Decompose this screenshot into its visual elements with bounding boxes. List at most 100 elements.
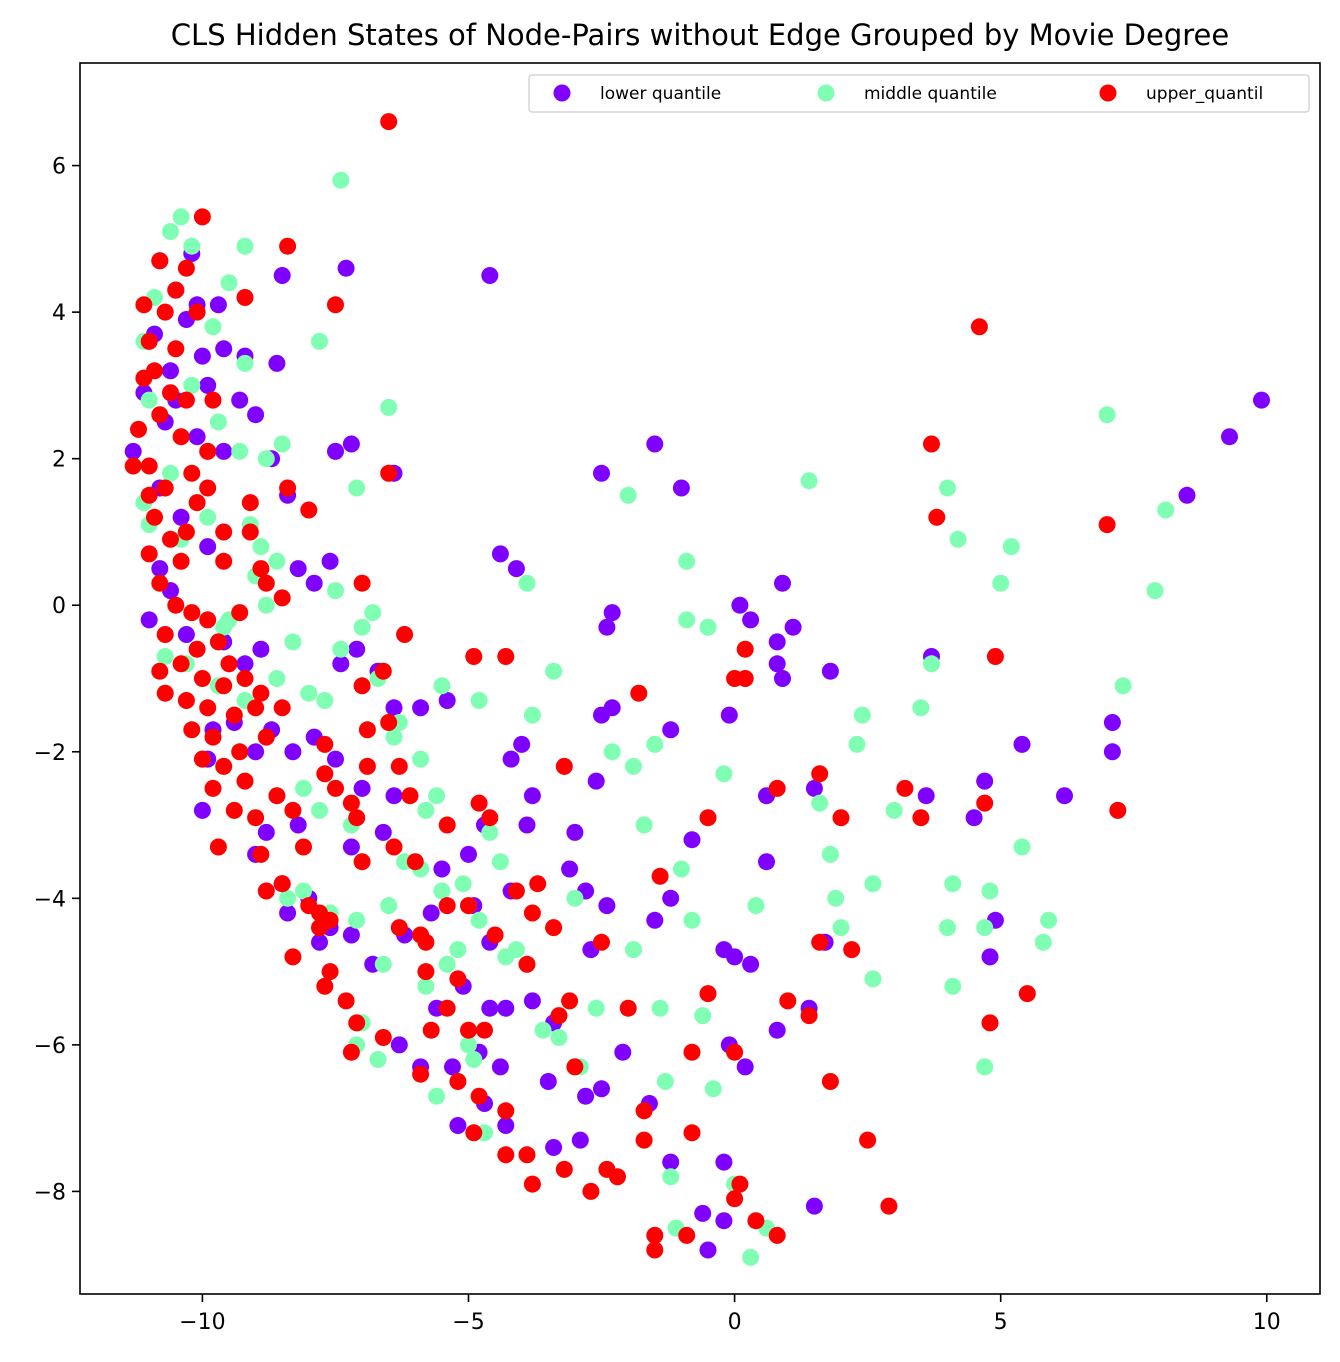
scatter-point [747, 897, 765, 915]
scatter-point [332, 171, 350, 189]
scatter-point [460, 1021, 477, 1039]
scatter-point [199, 508, 217, 526]
scatter-point [646, 1226, 664, 1244]
scatter-point [747, 1212, 765, 1230]
scatter-point [204, 779, 222, 797]
scatter-point [923, 655, 940, 673]
scatter-point [736, 640, 754, 658]
scatter-point [545, 1139, 563, 1156]
scatter-point [167, 281, 185, 299]
scatter-point [944, 875, 962, 893]
scatter-point [555, 757, 573, 775]
scatter-point [140, 486, 158, 504]
scatter-point [715, 1212, 733, 1230]
scatter-point [976, 1058, 994, 1076]
scatter-point [864, 875, 882, 893]
scatter-point [885, 801, 903, 819]
scatter-point [390, 1036, 408, 1054]
scatter-point [151, 406, 169, 424]
scatter-point [593, 464, 610, 482]
scatter-point [172, 655, 190, 673]
scatter-point [800, 1007, 818, 1025]
scatter-point [236, 237, 254, 255]
scatter-point [385, 699, 403, 717]
scatter-point [491, 853, 509, 871]
scatter-point [300, 501, 318, 519]
y-tick-label: 2 [52, 448, 66, 473]
scatter-point [497, 999, 515, 1017]
scatter-point [412, 926, 430, 944]
scatter-point [811, 933, 829, 951]
scatter-point [183, 376, 201, 394]
x-tick-label: 5 [994, 1310, 1008, 1335]
scatter-point [912, 809, 930, 827]
scatter-point [247, 809, 265, 827]
scatter-point [156, 626, 174, 643]
scatter-point [672, 860, 690, 878]
scatter-point [327, 779, 344, 797]
scatter-point [545, 919, 563, 937]
scatter-point [635, 1102, 653, 1120]
scatter-point [518, 1146, 536, 1164]
scatter-point [433, 677, 451, 695]
scatter-point [465, 1124, 483, 1142]
scatter-point [646, 911, 664, 929]
scatter-point [465, 648, 483, 665]
scatter-point [662, 721, 680, 739]
scatter-point [646, 1241, 664, 1259]
scatter-point [311, 933, 328, 951]
scatter-point [928, 508, 946, 526]
scatter-point [662, 889, 680, 907]
scatter-point [316, 692, 334, 709]
scatter-point [774, 670, 791, 687]
scatter-point [625, 941, 642, 959]
scatter-point [853, 706, 871, 724]
scatter-point [151, 252, 169, 270]
scatter-point [348, 809, 366, 827]
scatter-point [976, 794, 994, 812]
scatter-point [268, 787, 286, 805]
scatter-point [284, 948, 302, 966]
scatter-point [279, 889, 297, 907]
scatter-point [289, 560, 307, 578]
scatter-point [497, 1117, 515, 1134]
scatter-point [252, 538, 270, 556]
scatter-point [1109, 801, 1127, 819]
scatter-point [321, 963, 339, 981]
scatter-point [374, 662, 392, 680]
scatter-point [545, 662, 563, 680]
scatter-point [699, 1241, 717, 1259]
scatter-point [470, 794, 488, 812]
scatter-point [561, 992, 579, 1010]
scatter-point [257, 728, 275, 746]
scatter-point [140, 457, 158, 475]
scatter-point [571, 1131, 589, 1149]
scatter-point [859, 1131, 877, 1149]
scatter-point [342, 1043, 360, 1061]
scatter-point [332, 655, 350, 673]
scatter-point [646, 735, 664, 753]
scatter-point [784, 618, 802, 636]
scatter-point [449, 1073, 467, 1090]
scatter-point [390, 919, 408, 937]
scatter-point [651, 867, 669, 885]
scatter-point [422, 904, 440, 922]
scatter-point [257, 882, 275, 900]
scatter-point [438, 955, 456, 973]
scatter-point [603, 604, 621, 622]
scatter-point [273, 589, 291, 607]
scatter-point [220, 655, 238, 673]
scatter-point [992, 574, 1010, 592]
scatter-point [188, 494, 206, 512]
scatter-point [587, 999, 605, 1017]
scatter-point [188, 428, 206, 446]
scatter-point [130, 420, 147, 438]
scatter-point [231, 391, 249, 409]
scatter-point [561, 860, 579, 878]
scatter-point [805, 1197, 823, 1215]
scatter-point [316, 977, 334, 995]
scatter-point [779, 992, 797, 1010]
scatter-point [183, 464, 201, 482]
scatter-point [1098, 516, 1116, 534]
